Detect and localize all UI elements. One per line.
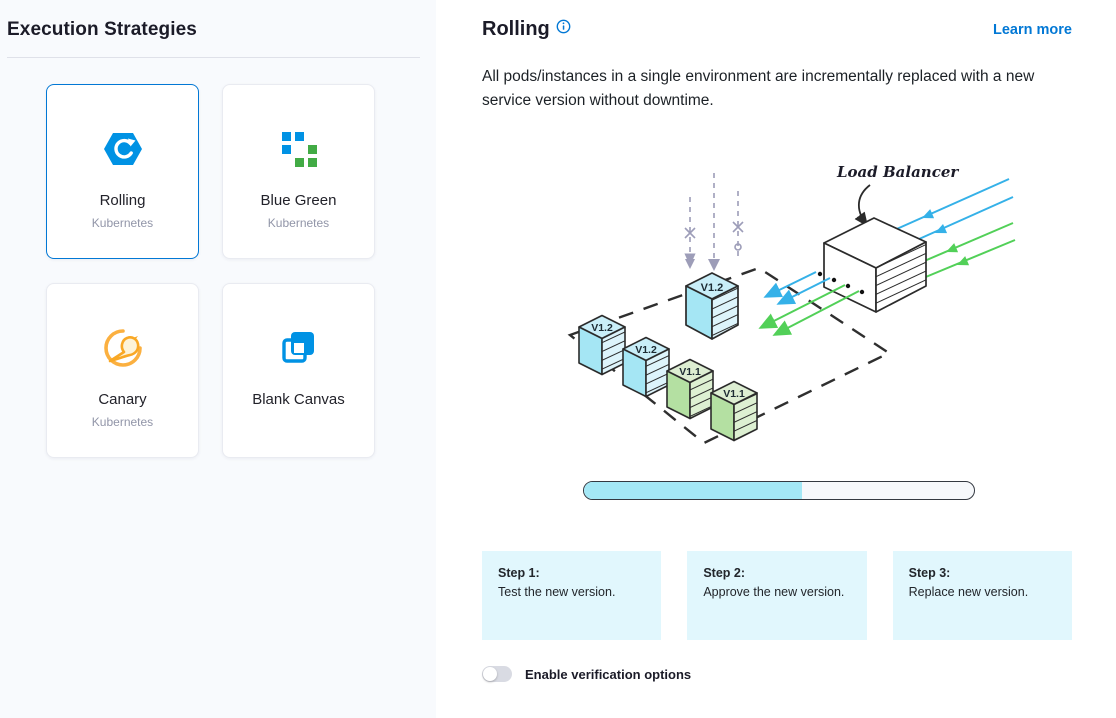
strategy-card-blue-green[interactable]: Blue Green Kubernetes <box>222 84 375 259</box>
rolling-icon <box>101 127 145 171</box>
steps-row: Step 1: Test the new version. Step 2: Ap… <box>482 551 1072 641</box>
canary-icon <box>100 326 146 370</box>
load-balancer-label: Load Balancer <box>836 163 959 181</box>
strategy-card-label: Blank Canvas <box>252 391 345 408</box>
strategy-card-label: Blue Green <box>260 192 337 209</box>
step-card-3: Step 3: Replace new version. <box>892 551 1072 641</box>
strategy-cards-grid: Rolling Kubernetes Blue Green Kubern <box>0 58 436 458</box>
verification-toggle-row: Enable verification options <box>482 666 1072 683</box>
strategy-card-sublabel: Kubernetes <box>91 415 154 429</box>
cube-version-label: V1.1 <box>723 388 745 400</box>
cube-version-label: V1.2 <box>701 282 724 294</box>
toggle-knob <box>483 667 497 682</box>
step-title: Step 1: <box>498 566 540 581</box>
strategy-detail-panel: Rolling Learn more All pods/instances in… <box>436 0 1116 718</box>
strategy-card-sublabel: Kubernetes <box>267 216 330 230</box>
info-icon[interactable] <box>556 19 571 39</box>
step-card-1: Step 1: Test the new version. <box>482 551 662 641</box>
cube-version-label: V1.2 <box>635 344 657 356</box>
title-divider <box>7 57 420 58</box>
learn-more-link[interactable]: Learn more <box>993 21 1072 38</box>
strategy-card-blank-canvas[interactable]: Blank Canvas <box>222 283 375 458</box>
step-description: Replace new version. <box>908 585 1029 600</box>
strategy-card-rolling[interactable]: Rolling Kubernetes <box>46 84 199 259</box>
step-title: Step 2: <box>703 566 746 581</box>
blank-canvas-icon <box>278 326 320 370</box>
step-title: Step 3: <box>908 566 951 581</box>
strategy-card-label: Canary <box>98 391 147 408</box>
verification-toggle[interactable] <box>482 666 512 683</box>
page-title: Execution Strategies <box>7 19 197 40</box>
step-description: Approve the new version. <box>703 585 845 600</box>
rolling-illustration: Load Balancer <box>554 135 1018 469</box>
cube-version-label: V1.1 <box>679 366 701 378</box>
step-card-2: Step 2: Approve the new version. <box>687 551 867 641</box>
step-description: Test the new version. <box>498 585 616 600</box>
cube-version-label: V1.2 <box>591 322 613 334</box>
blue-green-icon <box>279 127 319 171</box>
detail-header: Rolling Learn more <box>482 18 1072 41</box>
strategy-card-canary[interactable]: Canary Kubernetes <box>46 283 199 458</box>
verification-toggle-label: Enable verification options <box>525 666 692 682</box>
progress-fill <box>584 482 803 500</box>
strategy-list-panel: Execution Strategies Rolling Kubernetes <box>0 0 436 718</box>
detail-title: Rolling <box>482 18 550 40</box>
rollout-progress-bar <box>583 481 975 501</box>
strategy-description: All pods/instances in a single environme… <box>482 68 1035 110</box>
strategy-card-sublabel: Kubernetes <box>91 216 154 230</box>
strategy-card-label: Rolling <box>99 192 146 209</box>
